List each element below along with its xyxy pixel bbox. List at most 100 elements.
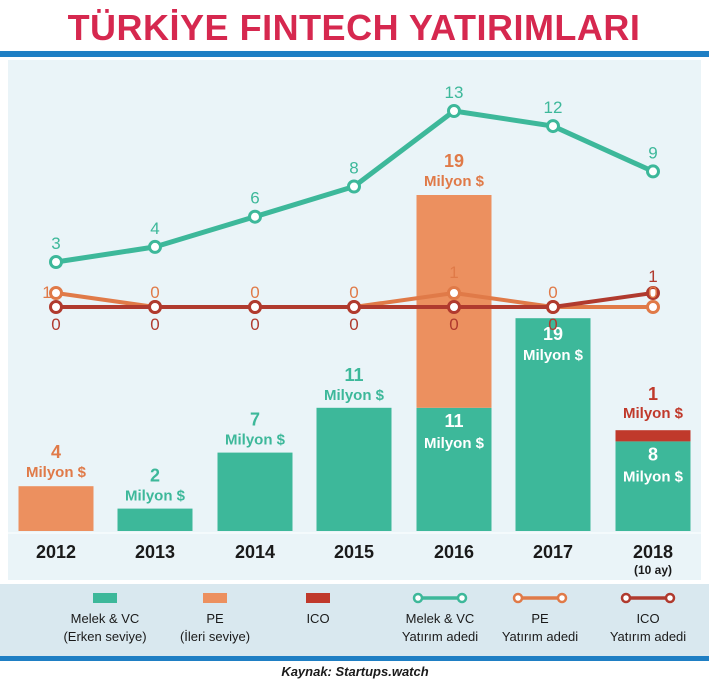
line-label-pe_line-2018: 0 [648,283,657,302]
bar-unit-melek_vc-2013: Milyon $ [125,488,186,505]
point-melek_vc_line-2018 [646,164,660,179]
bar-unit-melek_vc-2014: Milyon $ [225,432,286,449]
line-label-melek_vc_line-2016: 13 [445,83,464,102]
bar-value-melek_vc-2016: 11 [444,411,463,431]
point-ico_line-2013 [148,300,162,314]
legend-marker-right-melek_vc_line [456,592,468,604]
line-label-melek_vc_line-2013: 4 [150,219,159,238]
bar-pe-2012 [18,486,94,531]
point-ico_line-2012 [49,300,63,314]
point-pe_line-2018 [646,300,660,314]
legend-label-melek_vc_line: Melek & VC [406,611,475,626]
line-label-pe_line-2014: 0 [250,283,259,302]
line-label-pe_line-2017: 0 [548,283,557,302]
legend-swatch-pe [203,593,227,603]
legend-swatch-ico [306,593,330,603]
point-melek_vc_line-2012 [49,255,63,269]
bar-value-melek_vc-2017: 19 [543,324,563,344]
bar-unit-melek_vc-2017: Milyon $ [523,347,584,364]
point-melek_vc_line-2015 [347,179,361,194]
legend-swatch-melek_vc [93,593,117,603]
legend-sublabel-ico_line: Yatırım adedi [610,629,686,644]
point-melek_vc_line-2017 [546,119,560,134]
line-label-ico_line-2015: 0 [349,315,358,334]
x-tick-note-2018: (10 ay) [634,563,672,577]
source-text: Kaynak: Startups.watch [281,664,428,679]
point-ico_line-2017 [546,300,560,314]
line-label-ico_line-2014: 0 [250,315,259,334]
bar-value-melek_vc-2013: 2 [150,466,160,486]
bar-unit-pe-2016: Milyon $ [424,173,485,190]
line-label-pe_line-2012: 1 [42,283,51,302]
lines-layer [49,104,660,314]
x-tick-2014: 2014 [235,542,275,562]
legend-sublabel-melek_vc: (Erken seviye) [63,629,146,644]
line-label-pe_line-2015: 0 [349,283,358,302]
point-ico_line-2014 [248,300,262,314]
point-pe_line-2012 [49,286,63,300]
chart-title: TÜRKİYE FINTECH YATIRIMLARI [68,7,641,48]
point-pe_line-2016 [447,286,461,300]
legend-label-ico: ICO [306,611,329,626]
bar-unit-pe-2012: Milyon $ [26,464,87,481]
bar-unit-melek_vc-2016: Milyon $ [424,435,485,452]
bar-unit-melek_vc-2015: Milyon $ [324,387,385,404]
line-label-ico_line-2017: 0 [548,315,557,334]
bar-melek_vc-2017 [515,318,591,531]
x-tick-2016: 2016 [434,542,474,562]
legend-marker-right-ico_line [664,592,676,604]
line-label-melek_vc_line-2018: 9 [648,143,657,162]
line-label-ico_line-2016: 0 [449,315,458,334]
x-tick-2015: 2015 [334,542,374,562]
legend-sublabel-pe: (İleri seviye) [180,629,250,644]
source-box [260,661,450,680]
bar-ico-2018 [615,430,691,442]
point-melek_vc_line-2016 [447,104,461,118]
line-label-pe_line-2016: 1 [449,263,458,282]
bar-value-melek_vc-2014: 7 [250,410,260,430]
point-ico_line-2016 [447,300,461,314]
bar-unit-melek_vc-2018: Milyon $ [623,468,684,485]
x-tick-2012: 2012 [36,542,76,562]
point-ico_line-2018 [646,286,660,300]
x-tick-2013: 2013 [135,542,175,562]
legend-sublabel-melek_vc_line: Yatırım adedi [402,629,478,644]
legend-marker-left-melek_vc_line [412,592,424,604]
legend-label-pe: PE [206,611,224,626]
legend-marker-left-pe_line [512,592,524,604]
bar-melek_vc-2016 [416,407,492,531]
bar-melek_vc-2013 [117,508,193,531]
point-ico_line-2015 [347,300,361,314]
top-rule [0,51,709,57]
bar-unit-ico-2018: Milyon $ [623,405,684,422]
bar-melek_vc-2015 [316,407,392,531]
bottom-rule [0,656,709,661]
legend-marker-left-ico_line [620,592,632,604]
bar-value-pe-2012: 4 [51,442,61,462]
bar-value-melek_vc-2018: 8 [648,444,658,464]
line-label-ico_line-2018: 1 [648,267,657,286]
line-label-pe_line-2013: 0 [150,283,159,302]
legend-marker-right-pe_line [556,592,568,604]
bar-melek_vc-2014 [217,452,293,531]
line-label-melek_vc_line-2014: 6 [250,189,259,208]
x-axis: 2012 2013 2014 2015 2016 2017 2018(10 ay) [8,532,701,577]
point-melek_vc_line-2014 [248,209,262,224]
x-tick-2018: 2018 [633,542,673,562]
legend-sublabel-pe_line: Yatırım adedi [502,629,578,644]
x-tick-2017: 2017 [533,542,573,562]
bar-value-pe-2016: 19 [444,151,464,171]
line-label-melek_vc_line-2017: 12 [544,98,563,117]
line-label-melek_vc_line-2015: 8 [349,159,358,178]
line-label-melek_vc_line-2012: 3 [51,234,60,253]
legend-label-pe_line: PE [531,611,549,626]
bar-value-ico-2018: 1 [648,384,658,404]
legend-label-ico_line: ICO [636,611,659,626]
legend-background [0,584,709,656]
legend: Melek & VC (Erken seviye) PE (İleri seviye)… [63,592,686,644]
line-label-ico_line-2013: 0 [150,315,159,334]
legend-label-melek_vc: Melek & VC [71,611,140,626]
line-label-ico_line-2012: 0 [51,315,60,334]
point-melek_vc_line-2013 [148,239,162,254]
